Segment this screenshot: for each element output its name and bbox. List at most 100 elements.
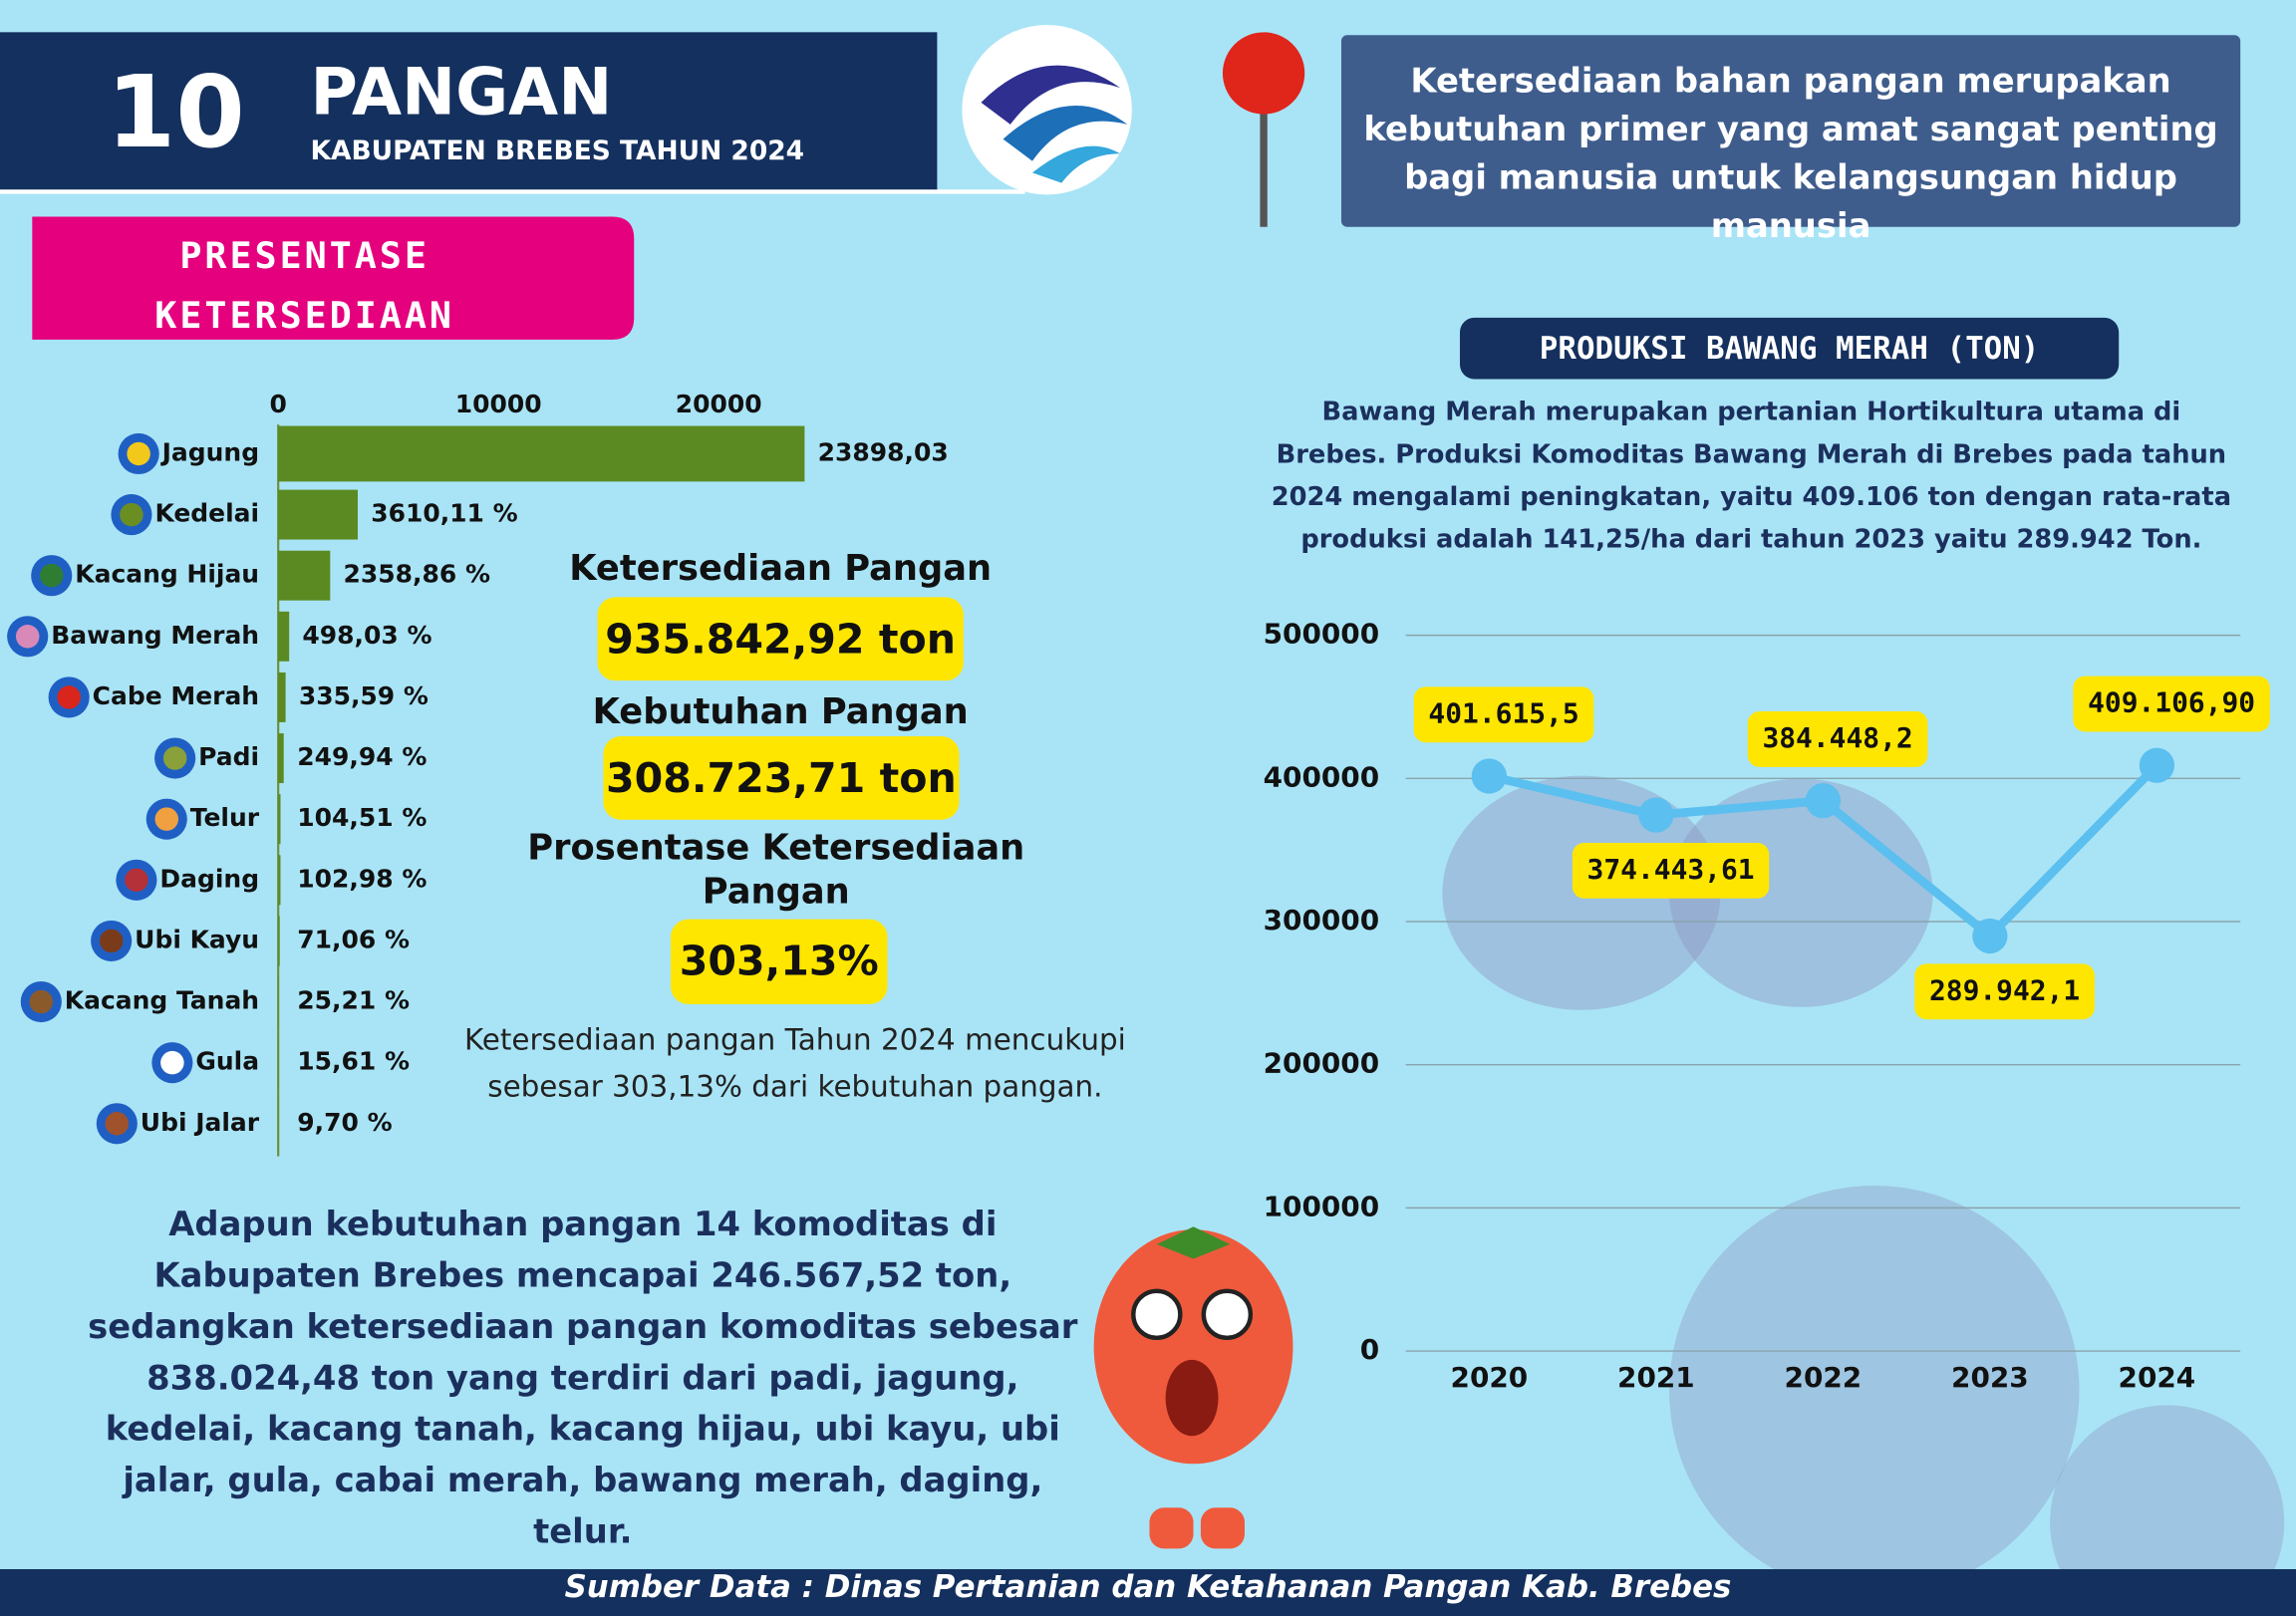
value-label: 374.443,61 bbox=[1587, 853, 1755, 886]
description: Adapun kebutuhan pangan 14 komoditas di … bbox=[88, 1206, 1078, 1552]
x-tick-label: 2023 bbox=[1951, 1361, 2029, 1394]
header-title: PANGAN bbox=[310, 55, 613, 131]
bar bbox=[278, 976, 279, 1027]
point bbox=[1805, 783, 1842, 819]
intro-box bbox=[1340, 35, 2241, 227]
category-icon-inner bbox=[57, 685, 81, 709]
value-label: 2358,86 % bbox=[344, 560, 490, 589]
x-tick-label: 10000 bbox=[455, 390, 542, 418]
bar bbox=[278, 672, 286, 722]
category-label: Kedelai bbox=[154, 499, 259, 528]
x-tick-label: 2020 bbox=[1451, 1361, 1529, 1394]
category-icon-inner bbox=[154, 807, 179, 831]
tomato-body bbox=[1093, 1229, 1293, 1465]
value-label: 335,59 % bbox=[299, 681, 429, 710]
category-label: Daging bbox=[159, 864, 259, 893]
header-number: 10 bbox=[106, 55, 245, 171]
x-tick-label: 20000 bbox=[676, 390, 762, 418]
line-chart-subtitle: Bawang Merah merupakan pertanian Hortiku… bbox=[1271, 398, 2232, 555]
category-icon-inner bbox=[162, 746, 187, 770]
bar bbox=[278, 855, 281, 906]
x-tick-label: 2021 bbox=[1617, 1361, 1695, 1394]
bar bbox=[278, 550, 331, 601]
bar bbox=[278, 611, 290, 662]
bar bbox=[278, 794, 281, 845]
bar bbox=[278, 425, 805, 482]
category-label: Gula bbox=[195, 1047, 259, 1076]
category-label: Ubi Kayu bbox=[135, 925, 259, 953]
summary-value: 303,13% bbox=[670, 919, 888, 1004]
point bbox=[1638, 797, 1674, 833]
y-tick-label: 200000 bbox=[1264, 1047, 1380, 1080]
y-tick-label: 100000 bbox=[1264, 1190, 1380, 1222]
category-label: Bawang Merah bbox=[51, 621, 259, 650]
category-icon-inner bbox=[105, 1112, 130, 1136]
tomato-mouth bbox=[1165, 1359, 1219, 1437]
intro-text: Ketersediaan bahan pangan merupakan kebu… bbox=[1363, 63, 2218, 246]
value-label: 384.448,2 bbox=[1762, 721, 1912, 754]
value-label-bg bbox=[1747, 711, 1928, 767]
tomato-shoe bbox=[1149, 1507, 1194, 1549]
value-label: 401.615,5 bbox=[1428, 696, 1578, 729]
value-label: 71,06 % bbox=[297, 925, 410, 953]
category-icon-inner bbox=[120, 502, 144, 527]
value-label: 15,61 % bbox=[297, 1047, 410, 1076]
value-label: 23898,03 bbox=[818, 437, 949, 466]
bar bbox=[278, 733, 284, 784]
tomato-shoe bbox=[1200, 1507, 1245, 1549]
value-label: 102,98 % bbox=[297, 864, 427, 893]
category-icon-inner bbox=[15, 625, 40, 649]
point bbox=[1471, 758, 1508, 794]
value-label: 3610,11 % bbox=[371, 499, 517, 528]
value-label-bg bbox=[1572, 842, 1770, 899]
pin-head bbox=[1222, 32, 1305, 115]
summary-note: Ketersediaan pangan Tahun 2024 mencukupi… bbox=[463, 1021, 1126, 1104]
category-label: Ubi Jalar bbox=[141, 1108, 260, 1137]
category-icon-inner bbox=[160, 1050, 184, 1075]
category-icon-inner bbox=[99, 929, 124, 953]
tomato-eye bbox=[1201, 1288, 1254, 1341]
value-label: 25,21 % bbox=[297, 986, 410, 1015]
y-tick-label: 400000 bbox=[1264, 760, 1380, 793]
onion-deco bbox=[1669, 1186, 2080, 1596]
category-icon-inner bbox=[39, 563, 64, 588]
tab bbox=[32, 216, 635, 340]
category-label: Telur bbox=[190, 803, 260, 832]
title-pill bbox=[1459, 317, 2120, 380]
bar bbox=[278, 489, 358, 540]
summary-label: Prosentase Ketersediaan Pangan bbox=[527, 827, 1025, 913]
header-bar bbox=[0, 32, 938, 193]
summary-value: 935.842,92 ton bbox=[597, 597, 964, 681]
tomato-leaf bbox=[1156, 1226, 1231, 1259]
category-icon-inner bbox=[127, 441, 150, 466]
value-label: 289.942,1 bbox=[1929, 973, 2080, 1006]
logo-swirl bbox=[981, 65, 1121, 125]
x-tick-label: 2024 bbox=[2119, 1361, 2196, 1394]
value-label: 249,94 % bbox=[297, 742, 427, 771]
category-label: Kacang Hijau bbox=[75, 560, 259, 589]
summary-label: Ketersediaan Pangan bbox=[569, 547, 993, 589]
value-label-bg bbox=[2073, 675, 2270, 732]
category-label: Jagung bbox=[160, 437, 259, 466]
category-label: Cabe Merah bbox=[93, 681, 259, 710]
category-label: Padi bbox=[198, 742, 259, 771]
value-label-bg bbox=[1914, 963, 2095, 1020]
value-label: 409.106,90 bbox=[2088, 686, 2255, 719]
source: Sumber Data : Dinas Pertanian dan Ketaha… bbox=[564, 1568, 1732, 1605]
line-chart-title: PRODUKSI BAWANG MERAH (TON) bbox=[1539, 331, 2040, 367]
point bbox=[2139, 747, 2175, 783]
category-icon-inner bbox=[29, 989, 54, 1014]
bar bbox=[278, 916, 280, 966]
y-tick-label: 0 bbox=[1360, 1333, 1379, 1366]
value-label: 9,70 % bbox=[297, 1108, 392, 1137]
value-label: 498,03 % bbox=[302, 621, 431, 650]
logo-swirl bbox=[1031, 145, 1121, 183]
footer-bar bbox=[0, 1568, 2296, 1616]
value-label: 104,51 % bbox=[297, 803, 427, 832]
onion-deco bbox=[2050, 1405, 2285, 1616]
logo-swirl bbox=[1003, 105, 1128, 161]
